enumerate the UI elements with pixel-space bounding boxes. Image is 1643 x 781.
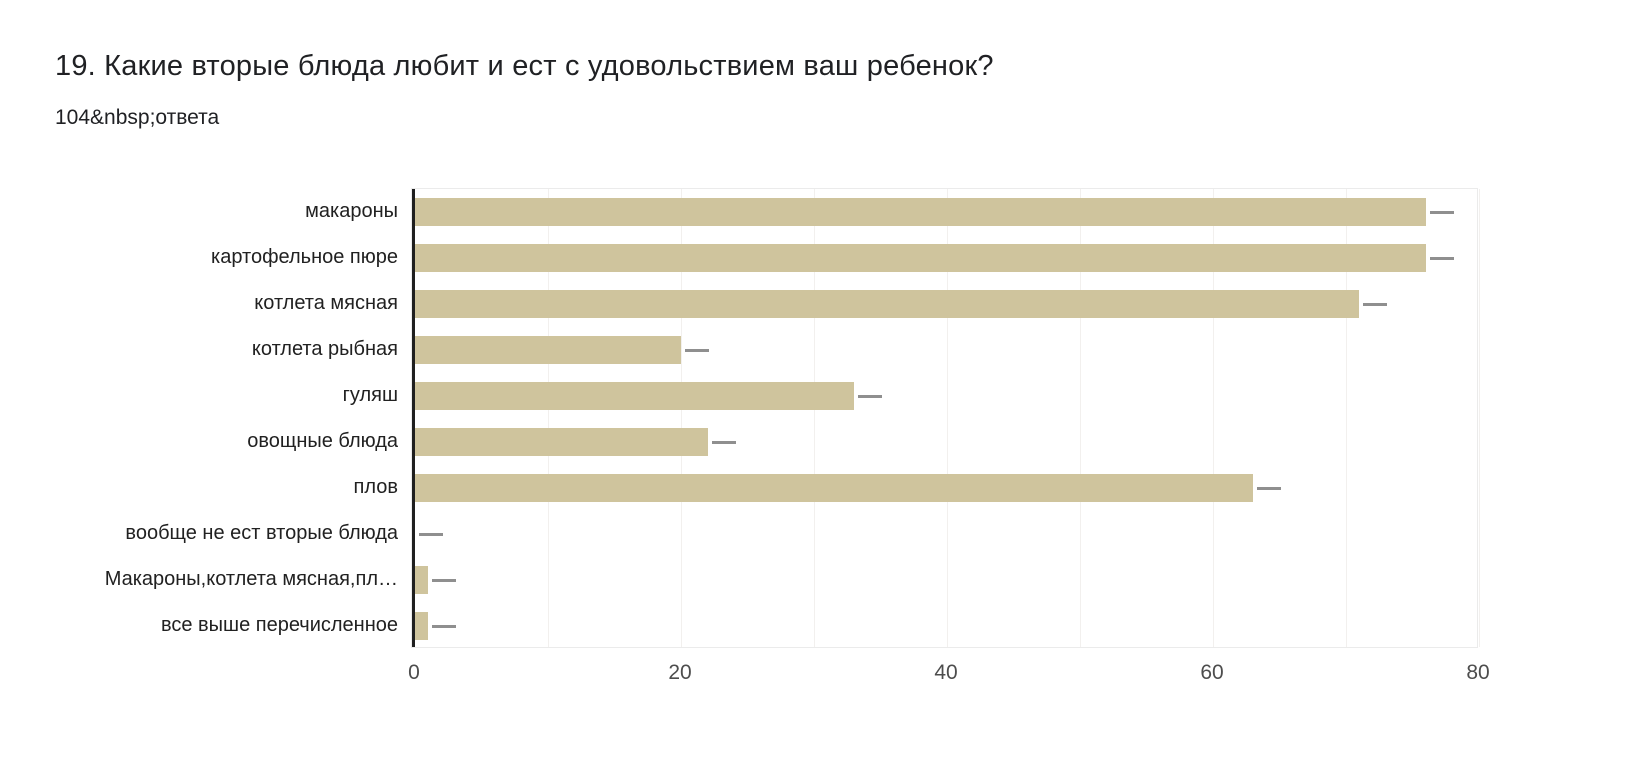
gridline (1478, 189, 1480, 647)
bar-chart: макароны картофельное пюре котлета мясная к… (0, 188, 1643, 708)
category-label: плов (353, 475, 398, 498)
x-tick-label: 80 (1466, 661, 1490, 684)
x-tick-label: 40 (934, 661, 958, 684)
whisker (1429, 210, 1454, 214)
bar (415, 612, 429, 640)
whisker (685, 348, 709, 352)
category-label: овощные блюда (247, 429, 398, 452)
category-label: картофельное пюре (211, 245, 398, 268)
category-label: котлета мясная (254, 291, 398, 314)
gridline (813, 189, 815, 647)
whisker (419, 532, 443, 536)
whisker (1363, 302, 1388, 306)
whisker (1429, 256, 1454, 260)
bar (415, 566, 429, 594)
whisker (1256, 486, 1281, 490)
whisker (432, 578, 457, 582)
plot-area (411, 188, 1480, 648)
category-label: Макароны,котлета мясная,пл… (104, 567, 398, 590)
category-label: котлета рыбная (251, 337, 398, 360)
x-tick-label: 0 (408, 661, 420, 684)
x-tick-label: 60 (1200, 661, 1224, 684)
question-title: 19. Какие вторые блюда любит и ест с удо… (55, 50, 994, 82)
bar (415, 474, 1253, 502)
x-axis: 0 20 40 60 80 (408, 648, 1490, 693)
gridline (547, 189, 549, 647)
x-tick-label: 20 (668, 661, 692, 684)
bar (415, 198, 1426, 226)
bar (415, 244, 1426, 272)
gridline (1079, 189, 1081, 647)
bar (415, 382, 854, 410)
gridline (1345, 189, 1347, 647)
bar (415, 428, 708, 456)
gridline (680, 189, 682, 647)
category-labels: макароны картофельное пюре котлета мясная к… (0, 188, 402, 648)
category-label: все выше перечисленное (160, 613, 398, 636)
response-count: 104&nbsp;ответа (55, 106, 220, 129)
category-label: макароны (305, 199, 398, 222)
gridline (1212, 189, 1214, 647)
category-label: гуляш (342, 383, 398, 406)
whisker (711, 440, 736, 444)
bar (415, 290, 1360, 318)
whisker (857, 394, 882, 398)
y-axis-line (412, 189, 415, 647)
gridline (946, 189, 948, 647)
category-label: вообще не ест вторые блюда (125, 521, 398, 544)
bar (415, 336, 681, 364)
whisker (432, 624, 457, 628)
